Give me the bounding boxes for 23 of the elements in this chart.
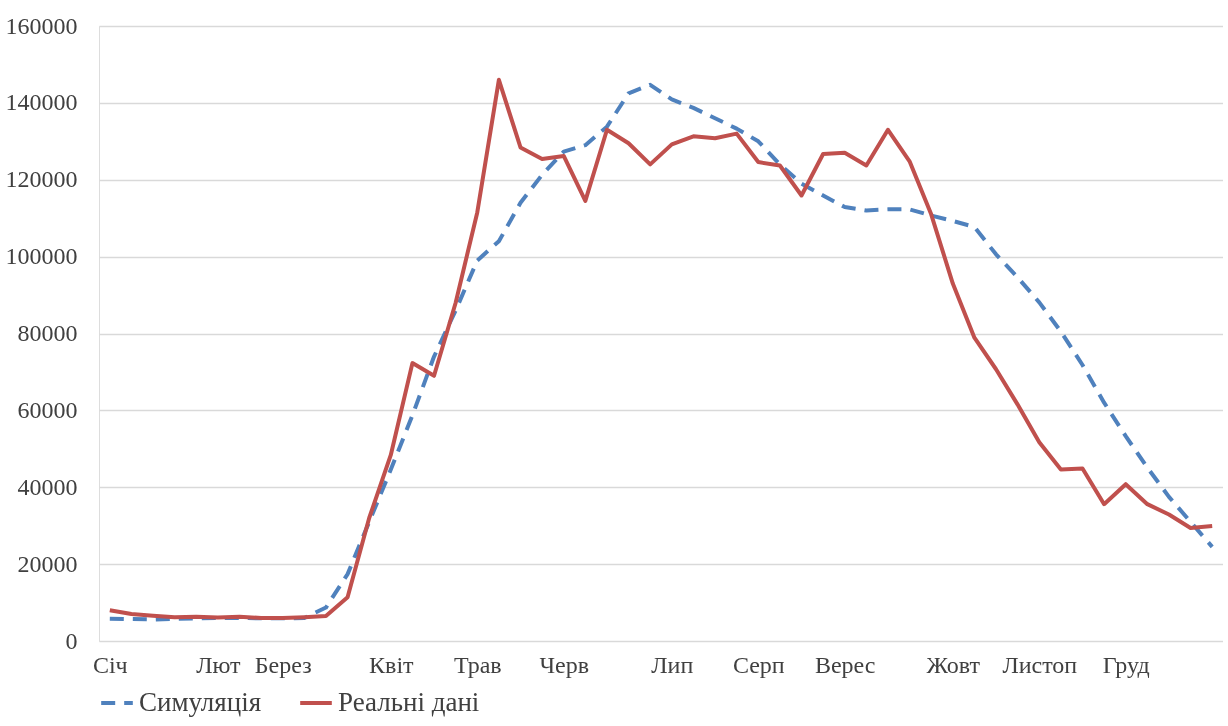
y-tick-label: 100000 [5, 243, 78, 270]
x-tick-label: Берез [254, 651, 312, 678]
y-tick-label: 0 [65, 627, 78, 654]
x-tick-label: Січ [92, 651, 128, 678]
legend-label: Реальні дані [338, 687, 480, 717]
y-tick-label: 20000 [17, 550, 78, 577]
x-tick-label: Трав [453, 651, 502, 678]
x-tick-label: Лип [651, 651, 694, 678]
y-tick-label: 60000 [17, 396, 78, 423]
x-tick-label: Черв [539, 651, 590, 678]
x-tick-label: Жовт [926, 651, 981, 678]
y-tick-label: 140000 [5, 89, 78, 116]
x-tick-label: Лют [196, 651, 242, 678]
y-tick-label: 40000 [17, 473, 78, 500]
legend-label: Симуляція [139, 687, 262, 717]
x-tick-label: Верес [814, 651, 876, 678]
x-tick-label: Груд [1102, 651, 1150, 678]
y-tick-label: 120000 [5, 166, 78, 193]
x-tick-label: Квіт [369, 651, 415, 678]
x-tick-label: Листоп [1002, 651, 1078, 678]
y-tick-label: 80000 [17, 320, 78, 346]
x-tick-label: Серп [732, 651, 785, 678]
y-tick-label: 160000 [5, 12, 78, 39]
